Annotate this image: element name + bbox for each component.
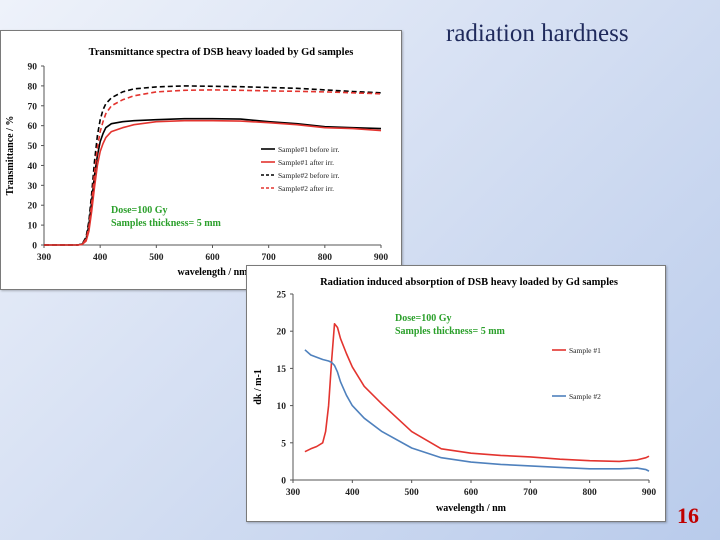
y-tick-label: 20 <box>277 328 287 338</box>
absorption-chart: Radiation induced absorption of DSB heav… <box>253 277 657 514</box>
x-axis-label: wavelength / nm <box>178 267 249 278</box>
legend-label-1: Sample#1 before irr. <box>278 145 340 154</box>
series-line-3 <box>44 85 382 246</box>
annotation-line-2: Samples thickness= 5 mm <box>111 218 222 229</box>
y-tick-label: 90 <box>28 63 38 73</box>
y-tick-label: 80 <box>28 82 38 92</box>
x-axis-label: wavelength / nm <box>436 503 507 514</box>
y-tick-label: 70 <box>28 102 38 112</box>
y-tick-label: 50 <box>28 142 38 152</box>
y-tick-label: 60 <box>28 122 38 132</box>
absorption-chart-panel: Radiation induced absorption of DSB heav… <box>246 265 666 522</box>
legend-label-4: Sample#2 after irr. <box>278 184 334 193</box>
annotation-line-2: Samples thickness= 5 mm <box>395 326 506 337</box>
y-tick-label: 10 <box>28 222 38 232</box>
y-axis-label: dk / m-1 <box>253 369 264 405</box>
x-tick-label: 300 <box>37 253 52 263</box>
y-tick-label: 40 <box>28 162 38 172</box>
x-tick-label: 400 <box>345 488 360 498</box>
legend-label-3: Sample#2 before irr. <box>278 171 340 180</box>
annotation-line-1: Dose=100 Gy <box>395 313 452 324</box>
y-tick-label: 30 <box>28 182 38 192</box>
y-tick-label: 25 <box>277 291 287 301</box>
y-tick-label: 5 <box>281 439 286 449</box>
x-tick-label: 700 <box>523 488 538 498</box>
y-tick-label: 20 <box>28 202 38 212</box>
x-tick-label: 800 <box>583 488 598 498</box>
y-axis-label: Transmittance / % <box>5 116 16 196</box>
x-tick-label: 600 <box>464 488 479 498</box>
x-tick-label: 600 <box>205 253 220 263</box>
series-line-1 <box>304 322 650 463</box>
x-tick-label: 900 <box>374 253 389 263</box>
legend-label-2: Sample#1 after irr. <box>278 158 334 167</box>
x-tick-label: 800 <box>318 253 333 263</box>
x-tick-label: 500 <box>149 253 164 263</box>
annotation-line-1: Dose=100 Gy <box>111 205 168 216</box>
x-tick-label: 400 <box>93 253 108 263</box>
series-line-2 <box>304 349 650 472</box>
chart-title: Radiation induced absorption of DSB heav… <box>320 277 618 288</box>
y-tick-label: 0 <box>281 477 286 487</box>
legend-label-2: Sample #2 <box>569 392 601 401</box>
y-tick-label: 10 <box>277 402 287 412</box>
x-tick-label: 700 <box>262 253 277 263</box>
chart-title: Transmittance spectra of DSB heavy loade… <box>89 47 354 58</box>
series-line-1 <box>44 117 382 246</box>
x-tick-label: 900 <box>642 488 657 498</box>
y-tick-label: 0 <box>32 242 37 252</box>
slide-number: 16 <box>677 503 699 528</box>
x-tick-label: 500 <box>405 488 420 498</box>
x-tick-label: 300 <box>286 488 301 498</box>
y-tick-label: 15 <box>277 365 287 375</box>
legend-label-1: Sample #1 <box>569 346 601 355</box>
transmittance-chart-panel: Transmittance spectra of DSB heavy loade… <box>0 30 402 290</box>
slide-title: radiation hardness <box>446 20 629 47</box>
transmittance-chart: Transmittance spectra of DSB heavy loade… <box>5 47 389 278</box>
